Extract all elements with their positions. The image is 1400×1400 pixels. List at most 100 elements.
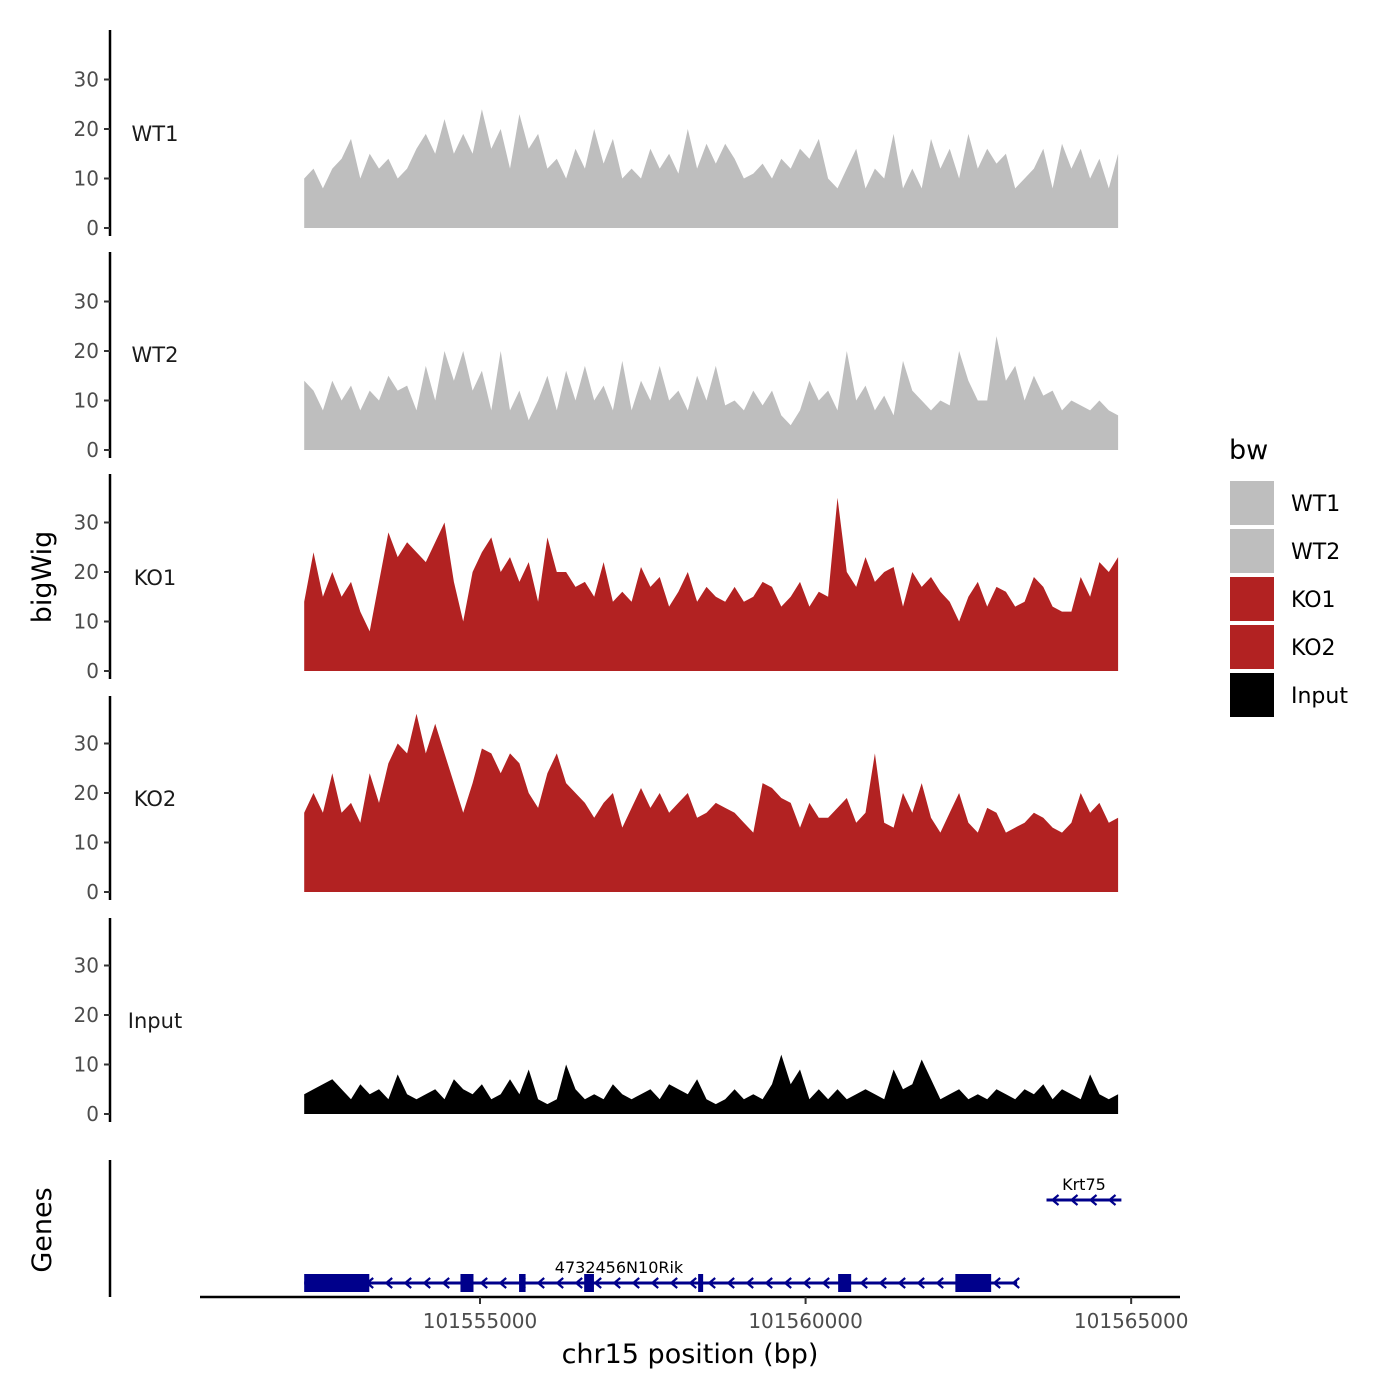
strand-arrow (631, 1277, 640, 1289)
legend: bw WT1 WT2 KO1 KO2 Input (1229, 435, 1348, 717)
track-wt1: WT1 (132, 109, 1119, 228)
strand-arrow (802, 1277, 811, 1289)
track-ko2: KO2 (134, 713, 1119, 892)
strand-arrow (726, 1277, 735, 1289)
strand-arrow (1011, 1277, 1020, 1289)
strand-arrow (479, 1277, 488, 1289)
track-label-wt1: WT1 (132, 122, 179, 146)
track-label-input: Input (128, 1009, 182, 1033)
track-label-ko2: KO2 (134, 787, 177, 811)
y-tick-label: 0 (86, 438, 99, 462)
y-tick-label: 30 (74, 954, 99, 978)
x-tick-label: 101560000 (748, 1309, 863, 1333)
gene-label: 4732456N10Rik (555, 1258, 684, 1277)
strand-arrow (783, 1277, 792, 1289)
x-tick-label: 101555000 (423, 1309, 538, 1333)
strand-arrow (878, 1277, 887, 1289)
y-tick-label: 30 (74, 68, 99, 92)
strand-arrow (992, 1277, 1001, 1289)
strand-arrow (1069, 1194, 1079, 1206)
gene-krt75: Krt75 (1046, 1175, 1122, 1206)
y-tick-label: 10 (74, 389, 99, 413)
legend-label-ko1: KO1 (1291, 588, 1336, 613)
y-tick-label: 0 (86, 1102, 99, 1126)
y-tick-label: 30 (74, 732, 99, 756)
strand-arrow (935, 1277, 944, 1289)
strand-arrow (669, 1277, 678, 1289)
strand-arrow (1107, 1194, 1117, 1206)
y-tick-label: 30 (74, 511, 99, 535)
track-input: Input (128, 1009, 1119, 1114)
strand-arrow (384, 1277, 393, 1289)
strand-arrow (650, 1277, 659, 1289)
coverage-tracks: WT1 WT2 KO1 KO2 Input (128, 109, 1119, 1114)
strand-arrow (612, 1277, 621, 1289)
exon-block (584, 1274, 594, 1292)
track-wt2: WT2 (132, 336, 1119, 450)
coverage-area-input (304, 1054, 1119, 1114)
strand-arrow (688, 1277, 697, 1289)
strand-arrow (859, 1277, 868, 1289)
exon-block (304, 1274, 370, 1292)
strand-arrow (764, 1277, 773, 1289)
y-tick-label: 20 (74, 560, 99, 584)
strand-arrow (821, 1277, 830, 1289)
coverage-area-ko2 (304, 713, 1119, 892)
track-ko1: KO1 (134, 497, 1119, 671)
legend-label-wt2: WT2 (1291, 540, 1340, 565)
y-tick-label: 10 (74, 610, 99, 634)
axes: 0 10 20 30 0 10 20 30 0 10 20 30 0 10 20 30 0 10 20 30 10155… (74, 30, 1189, 1333)
strand-arrow (574, 1277, 583, 1289)
y-tick-label: 10 (74, 167, 99, 191)
genes-axis-title: Genes (27, 1187, 58, 1272)
legend-swatch-wt2 (1230, 529, 1274, 573)
y-tick-label: 30 (74, 290, 99, 314)
track-label-ko1: KO1 (134, 566, 177, 590)
legend-label-ko2: KO2 (1291, 636, 1336, 661)
y-tick-label: 20 (74, 1003, 99, 1027)
gene-label: Krt75 (1062, 1175, 1106, 1194)
strand-arrow (1088, 1194, 1098, 1206)
coverage-area-wt2 (304, 336, 1119, 450)
y-tick-label: 10 (74, 831, 99, 855)
strand-arrow (441, 1277, 450, 1289)
y-tick-label: 20 (74, 781, 99, 805)
strand-arrow (593, 1277, 602, 1289)
strand-arrow (1050, 1194, 1060, 1206)
gene-4732456n10rik: 4732456N10Rik (304, 1258, 1020, 1292)
legend-swatch-input (1230, 673, 1274, 717)
y-tick-label: 0 (86, 216, 99, 240)
y-tick-label: 0 (86, 659, 99, 683)
legend-swatch-ko1 (1230, 577, 1274, 621)
y-tick-label: 0 (86, 880, 99, 904)
strand-arrow (707, 1277, 716, 1289)
legend-label-wt1: WT1 (1291, 492, 1340, 517)
coverage-area-ko1 (304, 497, 1119, 671)
legend-label-input: Input (1291, 684, 1348, 709)
strand-arrow (536, 1277, 545, 1289)
x-tick-label: 101565000 (1074, 1309, 1189, 1333)
strand-arrow (422, 1277, 431, 1289)
strand-arrow (916, 1277, 925, 1289)
strand-arrow (745, 1277, 754, 1289)
exon-block (955, 1274, 992, 1292)
y-tick-label: 20 (74, 339, 99, 363)
y-axis-title: bigWig (27, 531, 58, 624)
legend-swatch-wt1 (1230, 481, 1274, 525)
legend-title: bw (1229, 435, 1268, 466)
strand-arrow (403, 1277, 412, 1289)
y-tick-label: 10 (74, 1053, 99, 1077)
legend-swatch-ko2 (1230, 625, 1274, 669)
exon-block (698, 1274, 704, 1292)
exon-block (460, 1274, 474, 1292)
coverage-area-wt1 (304, 109, 1119, 228)
strand-arrow (555, 1277, 564, 1289)
x-axis-title: chr15 position (bp) (562, 1339, 819, 1370)
gene-annotation-track: 4732456N10Rik Krt75 (304, 1175, 1122, 1292)
strand-arrow (498, 1277, 507, 1289)
exon-block (838, 1274, 852, 1292)
exon-block (519, 1274, 526, 1292)
track-label-wt2: WT2 (132, 343, 179, 367)
y-tick-label: 20 (74, 117, 99, 141)
